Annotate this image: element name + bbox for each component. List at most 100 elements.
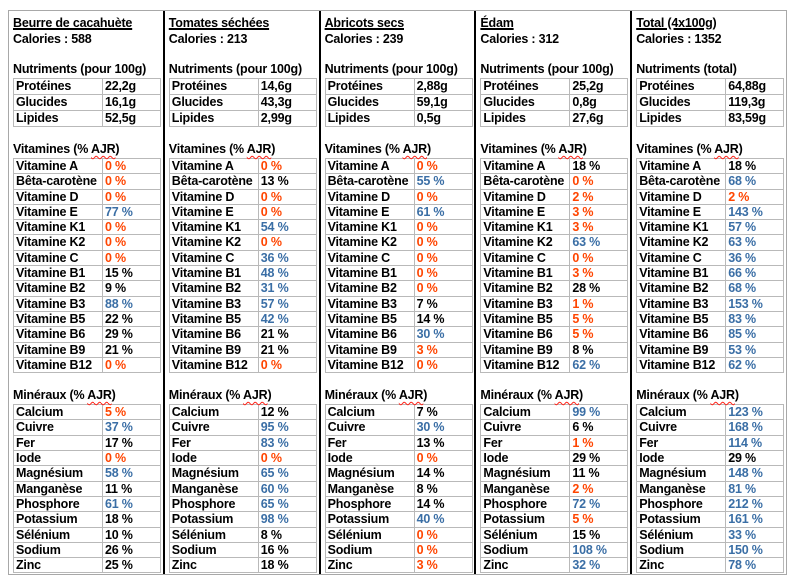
nutrient-row-label: Lipides — [480, 110, 571, 127]
vitamin-row-value: 0 % — [413, 249, 473, 267]
vitamin-row-value: 83 % — [725, 310, 785, 328]
mineral-row-value: 2 % — [569, 480, 629, 497]
mineral-row: Phosphore 61 % — [13, 495, 161, 513]
food-title: Total (4x100g) — [636, 16, 717, 30]
vitamin-row: Vitamine B1 15 % — [13, 265, 161, 282]
mineral-row-value: 15 % — [569, 526, 629, 543]
vitamin-row-label: Vitamine K1 — [480, 219, 571, 236]
nutrient-row-value: 22,2g — [102, 78, 161, 95]
vitamin-row-label: Vitamine B6 — [324, 326, 415, 343]
mineral-row-label: Cuivre — [480, 419, 571, 436]
vitamin-row-label: Vitamine A — [13, 157, 103, 175]
mineral-row-value: 1 % — [569, 434, 629, 452]
vitamin-row-value: 62 % — [569, 356, 629, 374]
nutrient-row-value: 64,88g — [725, 78, 785, 95]
vitamin-row: Vitamine B6 5 % — [480, 326, 629, 343]
vitamin-row-value: 9 % — [102, 280, 161, 297]
vitamin-row-value: 18 % — [725, 157, 785, 175]
minerals-section-header: Minéraux (% AJR) — [480, 387, 627, 403]
vitamin-row-value: 3 % — [569, 265, 629, 282]
vitamin-row-value: 21 % — [257, 341, 317, 358]
mineral-row-label: Calcium — [324, 404, 415, 421]
vitamin-row-label: Vitamine B9 — [168, 341, 259, 358]
vitamin-row-value: 3 % — [569, 219, 629, 236]
nutrient-row-value: 2,99g — [257, 110, 317, 127]
vitamin-row: Bêta-carotène 13 % — [168, 173, 317, 190]
vitamin-row: Vitamine B2 28 % — [480, 280, 629, 297]
mineral-row-value: 11 % — [569, 465, 629, 482]
mineral-row: Fer 1 % — [480, 434, 629, 452]
mineral-row-label: Zinc — [13, 557, 103, 574]
vitamins-table: Vitamine A 18 % Bêta-carotène 68 % Vitamine … — [636, 157, 785, 374]
vitamin-row-label: Vitamine E — [636, 203, 727, 221]
mineral-row: Iode 29 % — [480, 450, 629, 467]
vitamins-header-text: Vitamines (% — [168, 142, 247, 156]
vitamin-row-value: 0 % — [257, 203, 317, 221]
vitamin-row-label: Vitamine B5 — [13, 310, 103, 328]
mineral-row-value: 0 % — [257, 450, 317, 467]
calories-line: Calories : 239 — [324, 32, 404, 46]
spellcheck-word: AJR — [558, 142, 583, 156]
mineral-row-value: 30 % — [413, 419, 473, 436]
mineral-row-label: Sélénium — [168, 526, 259, 543]
mineral-row-label: Sélénium — [636, 526, 727, 543]
vitamin-row-label: Vitamine B5 — [324, 310, 415, 328]
nutrient-row-value: 0,5g — [413, 110, 473, 127]
mineral-row-label: Sélénium — [324, 526, 415, 543]
mineral-row: Potassium 18 % — [13, 511, 161, 528]
mineral-row-label: Cuivre — [636, 419, 727, 436]
vitamin-row: Vitamine B3 57 % — [168, 295, 317, 312]
mineral-row: Sélénium 8 % — [168, 526, 317, 543]
vitamin-row-label: Vitamine B3 — [480, 295, 571, 312]
nutrient-row: Lipides 27,6g — [480, 110, 629, 127]
mineral-row-value: 18 % — [257, 557, 317, 574]
vitamin-row-value: 36 % — [257, 249, 317, 267]
mineral-row-label: Calcium — [13, 404, 103, 421]
vitamin-row: Vitamine B9 21 % — [168, 341, 317, 358]
mineral-row-value: 26 % — [102, 541, 161, 559]
mineral-row: Cuivre 6 % — [480, 419, 629, 436]
mineral-row: Sodium 150 % — [636, 541, 785, 559]
mineral-row: Manganèse 81 % — [636, 480, 785, 497]
mineral-row-value: 16 % — [257, 541, 317, 559]
mineral-row: Fer 114 % — [636, 434, 785, 452]
mineral-row-label: Phosphore — [480, 495, 571, 513]
vitamin-row: Vitamine B12 62 % — [636, 356, 785, 374]
vitamin-row-label: Vitamine B12 — [480, 356, 571, 374]
mineral-row: Manganèse 8 % — [324, 480, 473, 497]
vitamin-row: Vitamine K1 0 % — [324, 219, 473, 236]
vitamin-row-value: 5 % — [569, 326, 629, 343]
mineral-row: Zinc 25 % — [13, 557, 161, 574]
mineral-row-value: 114 % — [725, 434, 785, 452]
mineral-row-value: 150 % — [725, 541, 785, 559]
mineral-row-label: Potassium — [636, 511, 727, 528]
vitamin-row-value: 0 % — [569, 173, 629, 190]
mineral-row-label: Sodium — [168, 541, 259, 559]
vitamin-row-label: Vitamine E — [13, 203, 103, 221]
mineral-row-value: 99 % — [569, 404, 629, 421]
mineral-row-value: 65 % — [257, 495, 317, 513]
vitamin-row-value: 22 % — [102, 310, 161, 328]
vitamin-row-label: Vitamine B2 — [636, 280, 727, 297]
mineral-row-label: Iode — [13, 450, 103, 467]
vitamin-row-label: Vitamine B2 — [168, 280, 259, 297]
vitamin-row-value: 29 % — [102, 326, 161, 343]
vitamin-row: Vitamine B5 22 % — [13, 310, 161, 328]
calories-line: Calories : 213 — [168, 32, 248, 46]
vitamin-row-label: Vitamine B6 — [636, 326, 727, 343]
vitamin-row: Vitamine B2 31 % — [168, 280, 317, 297]
vitamin-row-value: 0 % — [102, 188, 161, 205]
spellcheck-word: AJR — [243, 388, 268, 403]
vitamins-table: Vitamine A 18 % Bêta-carotène 0 % Vitamine D… — [480, 157, 629, 374]
vitamin-row-label: Vitamine B3 — [13, 295, 103, 312]
mineral-row-value: 12 % — [257, 404, 317, 421]
vitamin-row-value: 13 % — [257, 173, 317, 190]
vitamin-row: Vitamine K2 0 % — [168, 234, 317, 251]
vitamin-row-value: 2 % — [569, 188, 629, 205]
vitamin-row-value: 62 % — [725, 356, 785, 374]
vitamin-row-value: 0 % — [413, 280, 473, 297]
